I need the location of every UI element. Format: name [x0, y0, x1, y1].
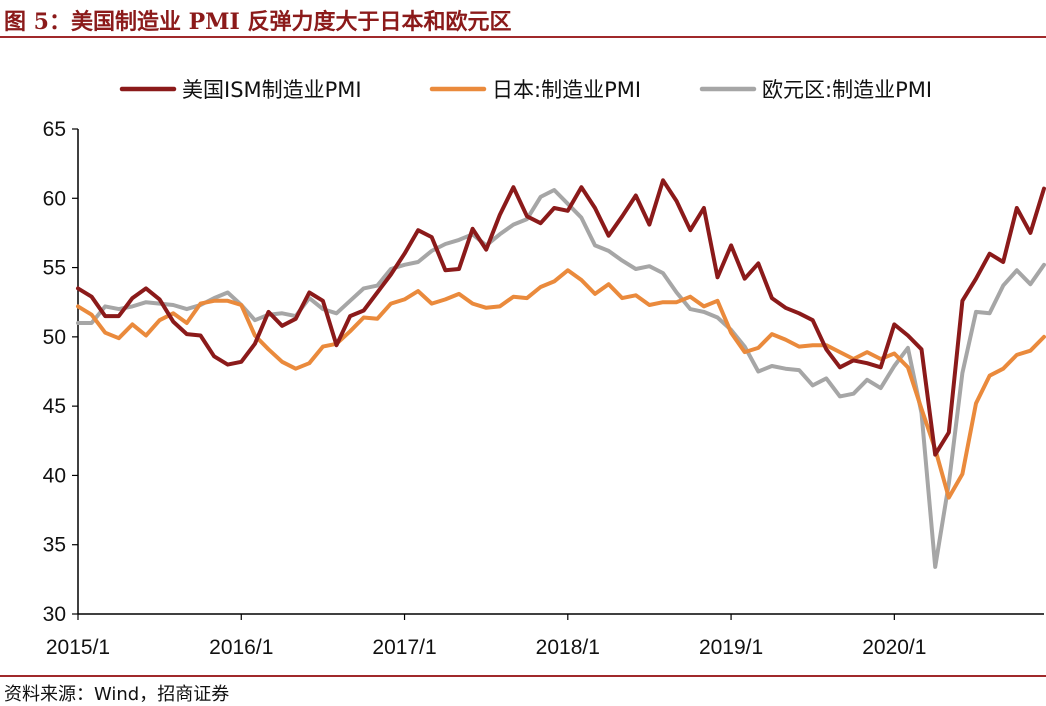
x-tick-label: 2020/1	[862, 636, 926, 659]
y-tick-label: 65	[43, 118, 66, 141]
y-tick-label: 40	[43, 464, 66, 487]
x-tick-label: 2019/1	[699, 636, 763, 659]
source-divider	[0, 675, 1046, 677]
y-tick-label: 55	[43, 257, 66, 280]
chart-legend: 美国ISM制造业PMI 日本:制造业PMI 欧元区:制造业PMI	[119, 78, 932, 102]
series-line-1	[76, 268, 1046, 500]
y-tick-label: 60	[43, 187, 66, 210]
series-line-2	[76, 188, 1046, 569]
figure-source: 资料来源：Wind，招商证券	[4, 684, 230, 705]
y-tick-label: 35	[43, 534, 66, 557]
figure-title: 图 5：美国制造业 PMI 反弹力度大于日本和欧元区	[4, 9, 512, 35]
x-tick-label: 2015/1	[46, 636, 110, 659]
legend-label-0: 美国ISM制造业PMI	[182, 78, 362, 102]
y-tick-label: 45	[43, 395, 66, 418]
legend-label-1: 日本:制造业PMI	[492, 78, 641, 102]
y-tick-label: 50	[43, 326, 66, 349]
title-divider	[0, 36, 1046, 38]
x-tick-label: 2016/1	[209, 636, 273, 659]
x-tick-label: 2018/1	[536, 636, 600, 659]
y-tick-label: 30	[43, 603, 66, 626]
legend-label-2: 欧元区:制造业PMI	[762, 78, 932, 102]
chart-series-lines	[76, 178, 1046, 569]
series-line-0	[76, 178, 1046, 457]
x-tick-label: 2017/1	[372, 636, 436, 659]
chart-axes: 30 35 40 45 50 55 60 65 2015/1 2016/1 2017/1 2018/1…	[43, 118, 1044, 659]
